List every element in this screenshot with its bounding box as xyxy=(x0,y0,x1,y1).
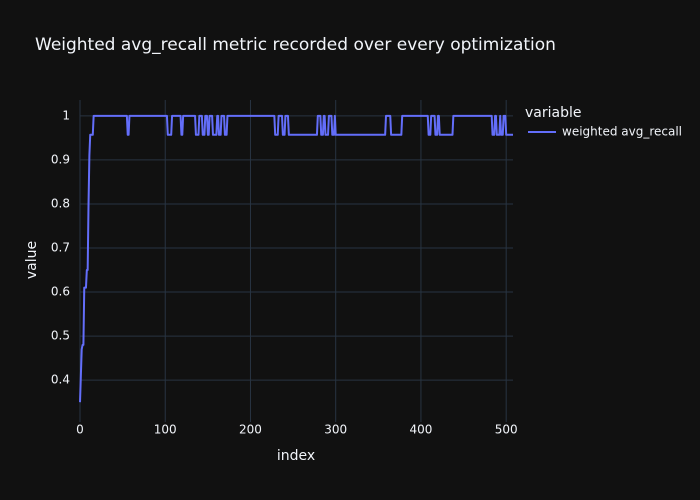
y-tick-label: 0.9 xyxy=(51,152,70,166)
y-tick-label: 0.8 xyxy=(51,196,70,210)
y-tick-label: 1 xyxy=(62,108,70,122)
y-tick-label: 0.5 xyxy=(51,329,70,343)
y-tick-label: 0.6 xyxy=(51,285,70,299)
x-tick-label: 100 xyxy=(154,423,177,437)
x-axis-title: index xyxy=(277,448,315,464)
y-tick-label: 0.4 xyxy=(51,373,70,387)
chart-title: Weighted avg_recall metric recorded over… xyxy=(35,35,556,55)
y-tick-label: 0.7 xyxy=(51,241,70,255)
x-tick-label: 400 xyxy=(409,423,432,437)
legend-label: weighted avg_recall xyxy=(562,125,682,139)
x-tick-label: 0 xyxy=(76,423,84,437)
x-tick-label: 300 xyxy=(324,423,347,437)
line xyxy=(79,114,513,403)
y-axis-title: value xyxy=(24,241,40,279)
legend-title: variable xyxy=(525,105,581,121)
x-tick-label: 500 xyxy=(495,423,518,437)
x-tick-label: 200 xyxy=(239,423,262,437)
